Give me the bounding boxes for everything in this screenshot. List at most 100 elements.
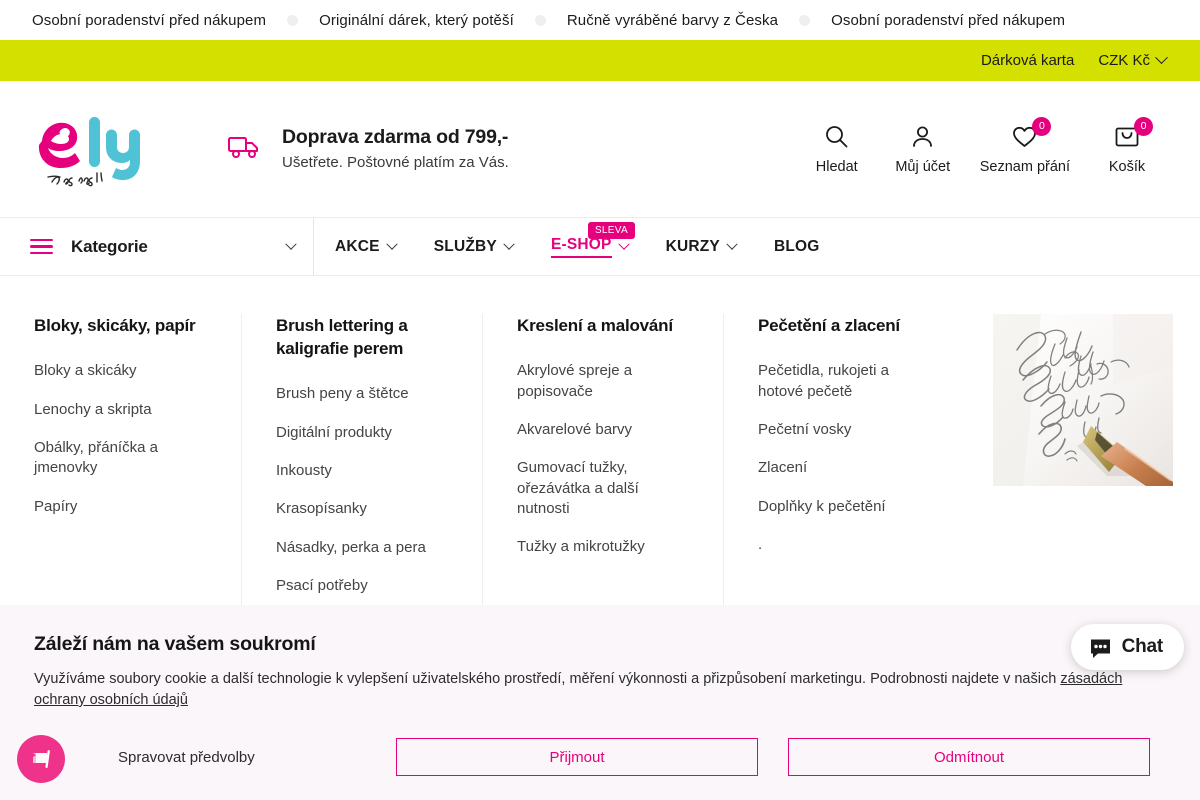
cookie-actions: Spravovat předvolby Přijmout Odmítnout xyxy=(34,738,1166,777)
announcement-separator-dot xyxy=(534,14,546,26)
mega-link[interactable]: Bloky a skicáky xyxy=(34,362,137,380)
cookie-consent-banner: Záleží nám na vašem soukromí Využíváme s… xyxy=(0,605,1200,800)
nav-item-label: AKCE xyxy=(335,237,380,255)
list-item: Inkousty xyxy=(276,461,452,481)
logo-icon xyxy=(38,117,140,187)
wishlist-button[interactable]: 0 Seznam přání xyxy=(966,116,1084,175)
mega-link[interactable]: Akrylové spreje a popisovače xyxy=(517,362,633,400)
nav-links: AKCE SLUŽBY SLEVA E-SHOP KURZY BLOG xyxy=(314,218,839,275)
nav-item-kurzy[interactable]: KURZY xyxy=(647,218,755,275)
accept-cookies-button[interactable]: Přijmout xyxy=(396,738,758,777)
mega-link[interactable]: Inkousty xyxy=(276,462,332,479)
chat-label: Chat xyxy=(1121,636,1164,657)
chevron-down-icon xyxy=(617,238,630,250)
cart-button[interactable]: 0 Košík xyxy=(1084,116,1170,175)
main-nav: Kategorie AKCE SLUŽBY SLEVA E-SHOP KURZY xyxy=(0,217,1200,276)
mega-link[interactable]: Násadky, perka a pera xyxy=(276,538,426,556)
announcement-item: Ručně vyráběné barvy z Česka xyxy=(566,11,779,29)
user-icon xyxy=(910,124,935,150)
chevron-down-icon xyxy=(386,238,398,250)
mega-link[interactable]: Pečetní vosky xyxy=(758,420,852,438)
nav-item-akce[interactable]: AKCE xyxy=(316,218,415,275)
cookie-body: Využíváme soubory cookie a další technol… xyxy=(34,669,1164,711)
heart-icon: 0 xyxy=(1011,116,1052,150)
list-item: Akvarelové barvy xyxy=(517,420,693,440)
categories-menu-button[interactable]: Kategorie xyxy=(0,218,314,275)
list-item: Pečetní vosky xyxy=(758,420,934,440)
cart-label: Košík xyxy=(1108,158,1146,175)
list-item: Lenochy a skripta xyxy=(34,400,211,420)
mega-link[interactable]: Akvarelové barvy xyxy=(517,420,633,438)
chat-bubble-icon xyxy=(1090,639,1110,658)
currency-label: CZK Kč xyxy=(1098,52,1150,69)
list-item: Krasopísanky xyxy=(276,499,452,519)
mega-column-title: Kreslení a malování xyxy=(517,316,673,335)
mega-link[interactable]: Brush peny a štětce xyxy=(276,385,409,403)
mega-link[interactable]: Lenochy a skripta xyxy=(34,400,152,418)
gift-card-link[interactable]: Dárková karta xyxy=(980,52,1075,69)
mega-link[interactable]: Krasopísanky xyxy=(276,500,367,518)
mega-column-list: Bloky a skicáky Lenochy a skripta Obálky… xyxy=(34,361,211,517)
cart-icon: 0 xyxy=(1114,116,1153,150)
mega-column-list: Brush peny a štětce Digitální produkty I… xyxy=(276,384,452,596)
mega-column-title: Brush lettering a kaligrafie perem xyxy=(276,316,408,359)
mega-column-list: Akrylové spreje a popisovače Akvarelové … xyxy=(517,361,693,558)
list-item: Akrylové spreje a popisovače xyxy=(517,361,693,402)
site-logo[interactable] xyxy=(34,111,142,187)
cookie-title: Záleží nám na vašem soukromí xyxy=(34,633,316,655)
mega-link[interactable]: Gumovací tužky, ořezávátka a další nutno… xyxy=(517,459,639,518)
announcement-item: Originální dárek, který potěší xyxy=(319,11,514,29)
calligraphy-photo xyxy=(993,314,1173,486)
list-item: Doplňky k pečetění xyxy=(758,497,934,517)
mega-column-title: Bloky, skicáky, papír xyxy=(34,316,196,335)
list-item: Tužky a mikrotužky xyxy=(517,537,693,557)
mega-column: Kreslení a malování Akrylové spreje a po… xyxy=(482,314,723,615)
chevron-down-icon xyxy=(285,238,297,250)
mega-column: Brush lettering a kaligrafie perem Brush… xyxy=(241,314,482,615)
site-header: Doprava zdarma od 799,- Ušetřete. Poštov… xyxy=(0,81,1200,217)
search-button[interactable]: Hledat xyxy=(794,124,880,175)
cart-badge: 0 xyxy=(1134,116,1153,136)
nav-item-blog[interactable]: BLOG xyxy=(755,218,839,275)
privacy-policy-link[interactable]: zásadách ochrany osobních údajů xyxy=(34,671,1123,709)
mega-link[interactable]: Papíry xyxy=(34,497,78,515)
list-item: Psací potřeby xyxy=(276,576,452,596)
list-item: . xyxy=(758,535,934,555)
mega-link[interactable]: Tužky a mikrotužky xyxy=(517,538,645,556)
shipping-subtitle: Ušetřete. Poštovné platím za Vás. xyxy=(282,153,509,171)
wishlist-label: Seznam přání xyxy=(979,158,1070,175)
reject-cookies-button[interactable]: Odmítnout xyxy=(788,738,1150,777)
search-icon xyxy=(824,124,849,150)
feedback-flag-button[interactable] xyxy=(17,735,65,783)
list-item: Digitální produkty xyxy=(276,423,452,443)
chevron-down-icon xyxy=(726,238,738,250)
shopify-chat-button[interactable]: Chat xyxy=(1070,624,1184,670)
truck-icon xyxy=(228,134,260,165)
nav-item-badge: SLEVA xyxy=(587,222,635,239)
mega-link[interactable]: Obálky, přáníčka a jmenovky xyxy=(34,438,158,477)
mega-link[interactable]: Doplňky k pečetění xyxy=(758,497,886,515)
announcement-separator-dot xyxy=(799,14,811,26)
nav-item-eshop[interactable]: SLEVA E-SHOP xyxy=(532,218,647,275)
list-item: Brush peny a štětce xyxy=(276,384,452,404)
chevron-down-icon xyxy=(503,238,515,250)
mega-link[interactable]: . xyxy=(758,536,763,554)
currency-selector[interactable]: CZK Kč xyxy=(1098,51,1168,69)
announcement-item: Osobní poradenství před nákupem xyxy=(32,11,267,29)
mega-promo-image[interactable] xyxy=(993,314,1173,486)
list-item: Pečetidla, rukojeti a hotové pečetě xyxy=(758,361,934,402)
mega-column: Pečetění a zlacení Pečetidla, rukojeti a… xyxy=(723,314,964,615)
list-item: Násadky, perka a pera xyxy=(276,538,452,558)
nav-item-sluzby[interactable]: SLUŽBY xyxy=(415,218,532,275)
list-item: Zlacení xyxy=(758,458,934,478)
mega-link[interactable]: Zlacení xyxy=(758,459,808,477)
categories-label: Kategorie xyxy=(71,236,148,256)
account-button[interactable]: Můj účet xyxy=(880,124,966,175)
list-item: Gumovací tužky, ořezávátka a další nutno… xyxy=(517,458,693,519)
mega-link[interactable]: Psací potřeby xyxy=(276,577,368,595)
manage-preferences-link[interactable]: Spravovat předvolby xyxy=(118,748,255,766)
mega-link[interactable]: Digitální produkty xyxy=(276,423,392,441)
mega-link[interactable]: Pečetidla, rukojeti a hotové pečetě xyxy=(758,362,889,400)
account-label: Můj účet xyxy=(895,158,951,175)
hamburger-icon xyxy=(30,238,53,255)
